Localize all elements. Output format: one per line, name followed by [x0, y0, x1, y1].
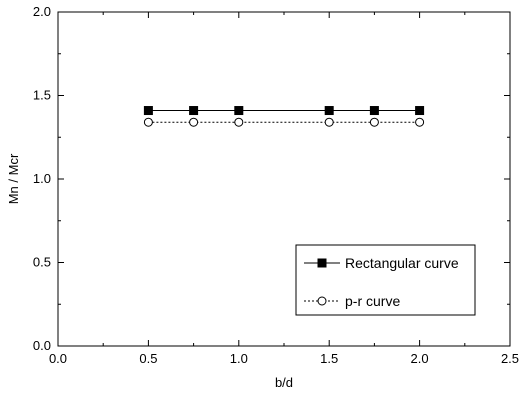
x-tick-label: 2.5 — [501, 351, 519, 366]
data-point — [189, 117, 199, 127]
legend-label: p-r curve — [345, 293, 400, 309]
x-tick-label: 2.0 — [411, 351, 429, 366]
series-1 — [143, 106, 425, 116]
y-tick-label: 2.0 — [33, 4, 51, 19]
y-tick-label: 0.0 — [33, 338, 51, 353]
legend-marker — [317, 296, 327, 306]
data-point — [234, 117, 244, 127]
data-point — [189, 106, 199, 116]
x-tick-label: 1.0 — [230, 351, 248, 366]
data-point — [324, 106, 334, 116]
data-point — [143, 117, 153, 127]
data-point — [415, 106, 425, 116]
data-point — [324, 117, 334, 127]
x-tick-label: 1.5 — [320, 351, 338, 366]
legend-label: Rectangular curve — [345, 255, 459, 271]
data-point — [369, 117, 379, 127]
data-point — [234, 106, 244, 116]
series-layer — [143, 106, 425, 127]
x-axis-label: b/d — [275, 375, 293, 390]
legend: Rectangular curve p-r curve — [295, 244, 476, 316]
y-tick-label: 1.5 — [33, 88, 51, 103]
data-point — [143, 106, 153, 116]
y-tick-label: 1.0 — [33, 171, 51, 186]
y-axis-label: Mn / Mcr — [6, 153, 21, 204]
legend-marker — [317, 258, 327, 268]
data-point — [369, 106, 379, 116]
y-tick-label: 0.5 — [33, 255, 51, 270]
x-tick-label: 0.0 — [49, 351, 67, 366]
series-2 — [143, 117, 425, 127]
axis-ticks: 0.0 0.5 1.0 1.5 2.0 2.5 0.0 0.5 1.0 1.5 2.0 — [33, 4, 519, 366]
x-tick-label: 0.5 — [139, 351, 157, 366]
legend-entries: Rectangular curve p-r curve — [304, 255, 459, 309]
data-point — [415, 117, 425, 127]
